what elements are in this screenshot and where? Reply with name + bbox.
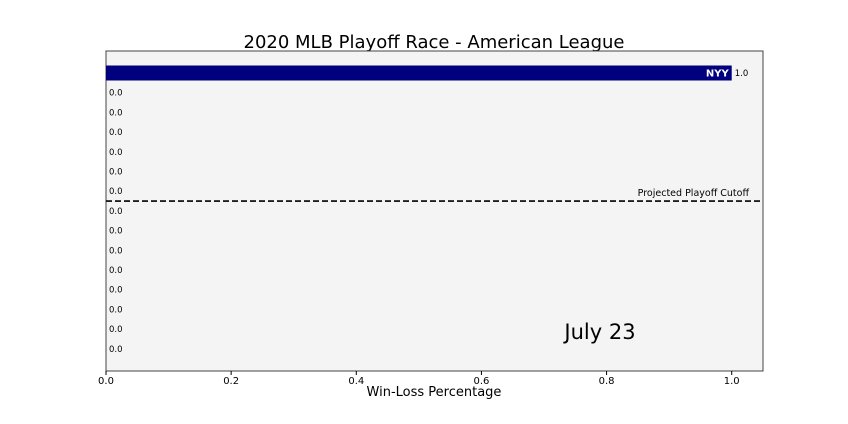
bar-value-label-7: 0.0 [109,207,123,217]
x-tick-label-1: 0.2 [223,376,239,387]
bars-layer: NYY 1.0 0.0 0.0 0.0 0.0 0.0 0.0 0.0 0.0 0.0 0.0 0.0 0… [106,65,749,355]
bar-value-label-10: 0.0 [109,266,123,276]
x-axis-label: Win-Loss Percentage [367,385,502,400]
x-axis: 0.0 0.2 0.4 0.6 0.8 1.0 [98,371,740,387]
bar-value-label-5: 0.0 [109,168,123,178]
cutoff-layer: Projected Playoff Cutoff [106,188,763,202]
bar-value-label-1: 0.0 [109,89,123,99]
x-tick-label-4: 0.8 [599,376,615,387]
bar-value-label-3: 0.0 [109,128,123,138]
bar-value-label-12: 0.0 [109,305,123,315]
x-tick-label-2: 0.4 [348,376,364,387]
bar-team-label-0: NYY [706,69,730,80]
bar-value-label-8: 0.0 [109,227,123,237]
bar-value-label-9: 0.0 [109,246,123,256]
bar-0 [106,65,732,81]
x-tick-label-3: 0.6 [473,376,489,387]
bar-value-label-4: 0.0 [109,148,123,158]
bar-value-label-14: 0.0 [109,345,123,355]
date-label: July 23 [562,320,635,344]
bar-value-label-2: 0.0 [109,108,123,118]
chart-title: 2020 MLB Playoff Race - American League [244,32,625,53]
bar-value-label-0: 1.0 [735,69,749,79]
plot-area [105,50,764,372]
playoff-cutoff-label: Projected Playoff Cutoff [638,188,750,199]
bar-value-label-6: 0.0 [109,187,123,197]
x-tick-label-0: 0.0 [98,376,114,387]
bar-value-label-11: 0.0 [109,286,123,296]
bar-value-label-13: 0.0 [109,325,123,335]
x-tick-label-5: 1.0 [724,376,740,387]
